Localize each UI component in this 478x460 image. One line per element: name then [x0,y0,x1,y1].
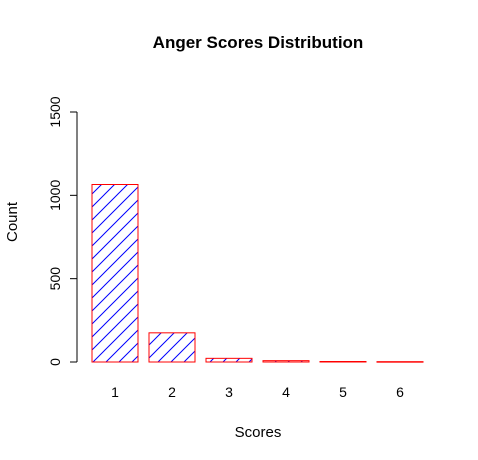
bar-2 [148,332,196,363]
x-tick-label: 1 [111,384,119,400]
x-tick-label: 2 [168,384,176,400]
x-tick-label: 5 [339,384,347,400]
bar-6 [376,361,424,363]
y-axis-title: Count [4,201,21,242]
bar-4 [262,360,310,363]
y-tick-label: 1500 [47,96,63,127]
y-axis: 0 500 1000 1500 [47,96,78,366]
x-tick-label: 4 [282,384,290,400]
y-tick-label: 0 [47,358,63,366]
x-tick-label: 6 [396,384,404,400]
x-axis-labels: 1 2 3 4 5 6 [111,384,404,400]
bar-1 [91,184,139,363]
bars-group [91,184,424,363]
bar-5 [319,361,367,363]
chart-title: Anger Scores Distribution [153,33,364,52]
x-tick-label: 3 [225,384,233,400]
x-axis-title: Scores [235,424,282,441]
y-tick-label: 500 [47,267,63,291]
y-tick-label: 1000 [47,180,63,211]
bar-3 [205,357,253,363]
